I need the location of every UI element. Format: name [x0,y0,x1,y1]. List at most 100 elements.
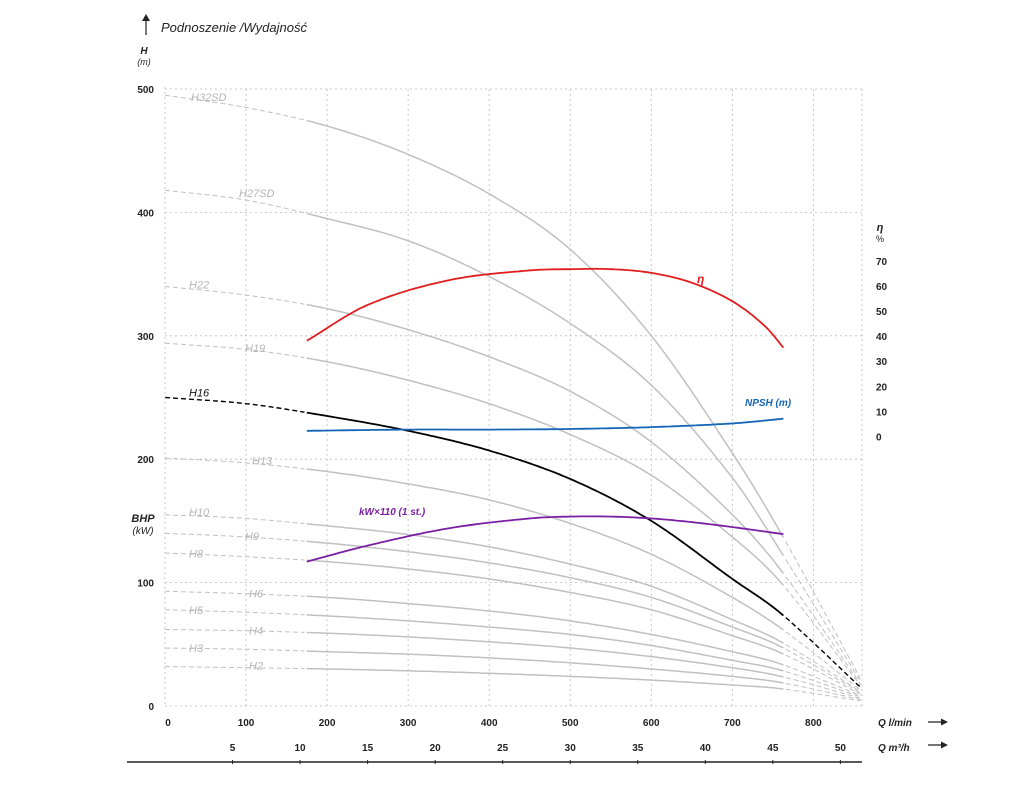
series-line-dashed [164,647,305,652]
series-line-dashed [785,541,861,679]
series-line-dashed [785,677,861,699]
x2-tick-label: 5 [230,743,236,754]
x-tick-label: 100 [238,718,255,729]
series-line [306,650,784,684]
x2-axis-label: Q m³/h [878,743,910,754]
series-line-dashed [164,94,305,121]
series-label: H4 [249,626,263,638]
series-h5: H5 [164,605,861,698]
overlay-label: NPSH (m) [745,398,792,409]
eta-tick-label: 70 [876,257,888,268]
series-line-dashed [785,644,861,692]
series-label: H22 [189,280,209,292]
eta-tick-label: 40 [876,332,888,343]
series-line [306,303,784,574]
series-h27sd: H27SD [164,188,861,682]
curves: H32SD H27SD H22 H19 H16 H13 H10 H9 H8 H6 H5 H4 H3 H2 [164,92,861,702]
eta-axis-unit: % [876,234,884,244]
series-line [306,559,784,655]
y-axis-unit: (m) [137,57,151,67]
eta-tick-label: 30 [876,357,888,368]
right-arrow-icon [941,741,948,749]
series-line-dashed [785,688,861,702]
series-line-dashed [785,648,861,694]
series-h19: H19 [164,342,861,686]
series-line-dashed [785,654,861,695]
series-label: H3 [189,643,204,655]
x2-tick-label: 15 [362,743,374,754]
eta-tick-label: 60 [876,282,888,293]
series-label: H13 [252,455,273,467]
series-line [306,468,784,631]
y-tick-label: 400 [137,208,154,219]
right-arrow-icon [941,718,948,726]
eta-tick-label: 20 [876,382,888,393]
x-tick-label: 400 [481,718,498,729]
series-line [306,667,784,690]
series-label: H5 [189,605,204,617]
series-line-dashed [164,666,305,670]
series-h3: H3 [164,643,861,700]
series-label: H6 [249,588,264,600]
x2-tick-label: 20 [430,743,442,754]
eta-tick-label: 10 [876,407,888,418]
y-tick-label: 200 [137,455,154,466]
x-tick-label: 700 [724,718,741,729]
x-tick-label: 500 [562,718,579,729]
y-axis-label: H [140,46,148,57]
eta-tick-label: 50 [876,307,888,318]
series-line-dashed [164,514,305,525]
series-line-dashed [164,189,305,214]
x-tick-label: 600 [643,718,660,729]
series-h22: H22 [164,280,861,685]
series-line-dashed [785,587,861,686]
series-line-dashed [165,629,305,633]
series-label: H27SD [239,188,275,200]
series-h10: H10 [164,507,861,692]
series-label: H32SD [191,92,227,104]
x-axis-label: Q l/min [878,718,912,729]
x2-tick-label: 25 [497,743,509,754]
series-h2: H2 [164,661,861,702]
x2-tick-label: 30 [565,743,577,754]
overlay-label: kW×110 (1 st.) [359,507,426,518]
series-line-dashed [785,683,861,700]
series-line [306,411,784,617]
series-line-dashed [164,396,305,413]
series-h4: H4 [165,626,861,699]
series-line-dashed [164,609,305,616]
series-line [306,631,784,678]
series-label: H8 [189,549,204,561]
series-line [306,595,784,666]
series-line-dashed [164,552,305,561]
x-tick-label: 0 [165,718,171,729]
series-line-dashed [164,285,305,305]
eta-axis-label: η [877,222,884,234]
series-line-dashed [785,559,861,682]
bhp-axis-label: BHP [131,513,155,525]
series-line-dashed [785,617,861,688]
y-tick-label: 500 [137,85,154,96]
series-label: H2 [249,661,263,673]
series-line [306,212,785,557]
x2-tick-label: 35 [632,743,644,754]
x2-tick-label: 40 [700,743,712,754]
x-tick-label: 800 [805,718,822,729]
y-tick-label: 300 [137,332,154,343]
x-tick-label: 200 [319,718,336,729]
x2-tick-label: 50 [835,743,847,754]
series-line [306,540,784,649]
series-line-dashed [785,665,861,696]
series-line-dashed [785,671,861,698]
series-line [306,357,784,586]
chart-title: Podnoszenie /Wydajność [161,20,307,35]
bhp-axis-unit: (kW) [132,526,153,537]
series-h16: H16 [164,387,861,688]
series-line-dashed [164,457,305,470]
labels: Podnoszenie /Wydajność H(m) BHP(kW) η% Q l/m… [131,14,948,754]
up-arrow-icon [142,14,150,21]
x-tick-label: 300 [400,718,417,729]
overlay-label: η [697,272,704,286]
overlay-curves: η NPSH (m) kW×110 (1 st.) [306,267,792,563]
